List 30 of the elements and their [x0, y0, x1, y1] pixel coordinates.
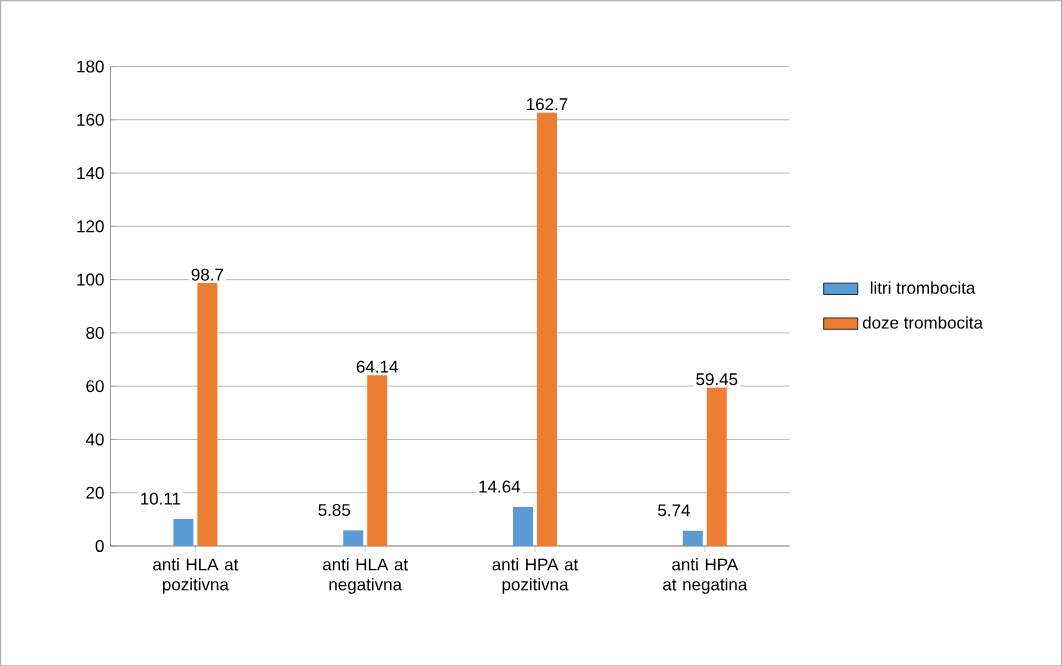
data-label: 59.45 [696, 372, 738, 385]
y-tick-label: 120 [77, 220, 104, 233]
x-tick-label: anti HLA at pozitivna [153, 557, 239, 594]
y-tick-label: 0 [95, 539, 104, 552]
x-tick-label: anti HLA at negativna [322, 557, 408, 594]
y-tick-label: 160 [77, 113, 104, 126]
legend-label: doze trombocita [862, 316, 983, 329]
bar [367, 374, 388, 546]
data-label: 98.7 [191, 268, 224, 281]
data-label: 64.14 [356, 360, 398, 373]
bar [173, 518, 194, 546]
y-tick-label: 20 [86, 486, 104, 499]
y-tick-label: 100 [77, 273, 104, 286]
y-tick-label: 60 [86, 379, 104, 392]
y-tick-label: 180 [77, 60, 104, 73]
bar [343, 530, 364, 546]
bar [537, 112, 557, 546]
bar [682, 530, 703, 546]
y-tick-label: 140 [77, 166, 104, 179]
data-label: 5.74 [658, 504, 690, 517]
data-label: 5.85 [318, 503, 351, 516]
legend-label: litri trombocita [870, 281, 976, 294]
data-label: 14.64 [479, 480, 521, 493]
x-tick-label: anti HPA at pozitivna [492, 557, 579, 594]
bar [513, 506, 533, 546]
y-tick-label: 40 [85, 433, 104, 446]
y-tick-label: 80 [86, 326, 104, 339]
x-tick-label: anti HPA at negatina [663, 557, 748, 594]
data-label: 162.7 [527, 97, 568, 110]
data-label: 10.11 [141, 492, 181, 505]
